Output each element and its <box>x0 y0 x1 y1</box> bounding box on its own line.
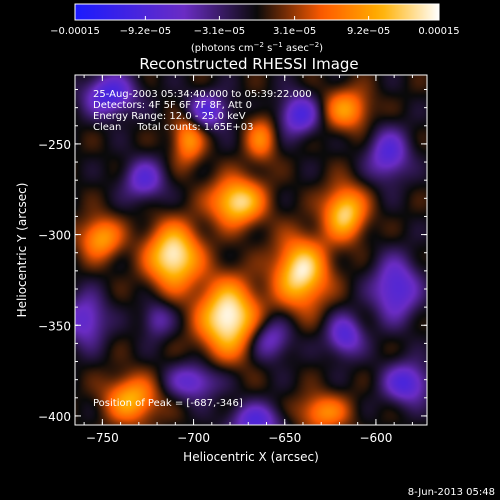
x-tick-label: −600 <box>359 431 392 445</box>
annotation-total-counts: Clean Total counts: 1.65E+03 <box>93 122 253 133</box>
colorbar-tick-label: −0.00015 <box>50 26 100 37</box>
y-tick-label: −350 <box>38 319 71 333</box>
y-tick-label: −400 <box>38 410 71 424</box>
x-tick-label: −700 <box>177 431 210 445</box>
colorbar-label: (photons cm−2 s−1 asec−2) <box>191 41 323 54</box>
peak-position-label: Position of Peak = [-687,-346] <box>93 398 243 409</box>
x-tick-label: −750 <box>86 431 119 445</box>
colorbar: −0.00015 −9.2e−05 −3.1e−05 3.1e−05 9.2e−05 0.… <box>50 3 460 54</box>
colorbar-tick-label: 9.2e−05 <box>347 26 390 37</box>
annotation-detectors: Detectors: 4F 5F 6F 7F 8F, Att 0 <box>93 100 252 111</box>
footer-date: 8-Jun-2013 05:48 <box>408 487 495 498</box>
colorbar-ticks: −0.00015 −9.2e−05 −3.1e−05 3.1e−05 9.2e−05 0.… <box>50 16 460 37</box>
annotation-block: 25-Aug-2003 05:34:40.000 to 05:39:22.000… <box>93 89 312 133</box>
axis-ticks: −750 −700 −650 −600 −250 −300 −350 −400 <box>38 75 427 445</box>
y-tick-label: −250 <box>38 138 71 152</box>
annotation-time-range: 25-Aug-2003 05:34:40.000 to 05:39:22.000 <box>93 89 312 100</box>
y-tick-label: −300 <box>38 229 71 243</box>
heatmap-image <box>75 75 427 425</box>
colorbar-tick-label: −9.2e−05 <box>120 26 172 37</box>
x-axis-label: Heliocentric X (arcsec) <box>183 450 319 464</box>
x-tick-label: −650 <box>268 431 301 445</box>
colorbar-tick-label: −3.1e−05 <box>194 26 246 37</box>
colorbar-tick-label: 3.1e−05 <box>273 26 316 37</box>
plot-frame <box>74 74 428 426</box>
colorbar-frame <box>74 3 440 21</box>
chart-title: Reconstructed RHESSI Image <box>139 55 358 73</box>
annotation-energy-range: Energy Range: 12.0 - 25.0 keV <box>93 111 246 122</box>
colorbar-gradient <box>75 4 439 20</box>
colorbar-tick-label: 0.00015 <box>418 26 459 37</box>
y-axis-label: Heliocentric Y (arcsec) <box>15 183 29 318</box>
plot-area <box>74 74 428 426</box>
